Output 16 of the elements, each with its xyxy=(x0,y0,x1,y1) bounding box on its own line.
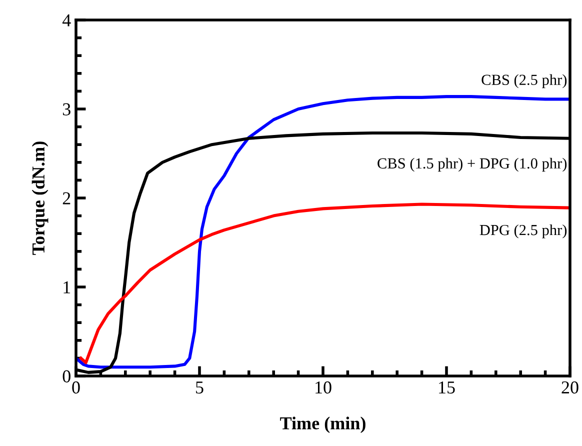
x-tick-label: 0 xyxy=(72,381,80,394)
x-tick-label: 5 xyxy=(196,382,204,394)
x-tick-label: 15 xyxy=(439,381,455,394)
y-tick-label: 2 xyxy=(62,192,70,204)
y-axis-title: Torque (dN.m) xyxy=(32,142,48,255)
y-tick-label: 0 xyxy=(62,370,70,382)
series-label: DPG (2.5 phr) xyxy=(480,224,567,238)
y-tick-label: 4 xyxy=(62,14,71,26)
series-label: CBS (2.5 phr) xyxy=(482,74,567,88)
series-label: CBS (1.5 phr) + DPG (1.0 phr) xyxy=(378,158,567,172)
x-axis-title: Time (min) xyxy=(280,416,366,434)
x-tick-label: 10 xyxy=(316,381,332,394)
y-tick-label: 1 xyxy=(64,281,70,294)
x-tick-label: 20 xyxy=(562,381,578,394)
line-series xyxy=(79,202,570,364)
y-tick-label: 3 xyxy=(62,103,70,116)
